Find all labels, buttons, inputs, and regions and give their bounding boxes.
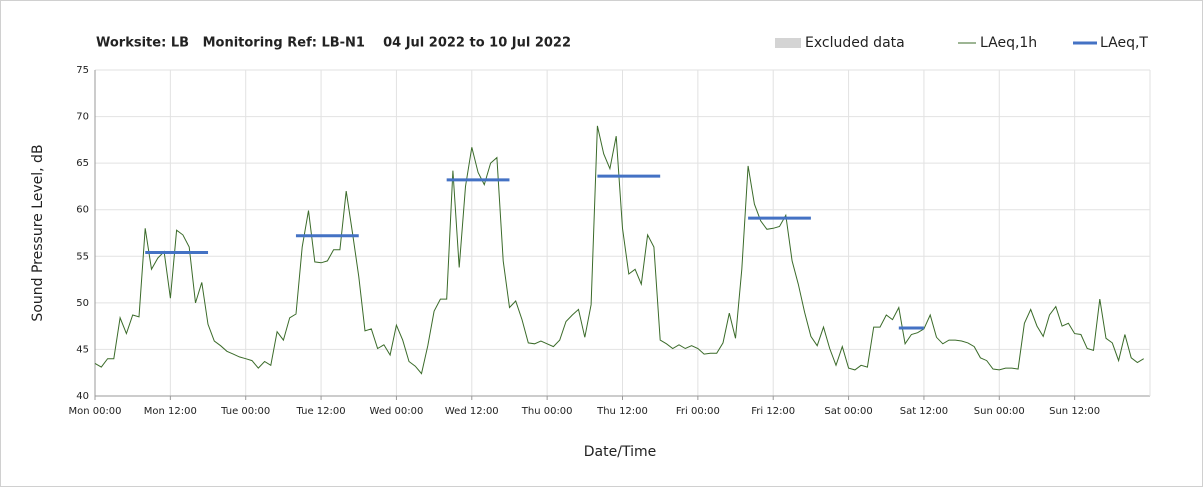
- x-tick-label: Tue 12:00: [296, 406, 346, 417]
- y-tick-label: 75: [76, 65, 89, 76]
- x-tick-label: Fri 00:00: [676, 406, 720, 417]
- y-axis-label: Sound Pressure Level, dB: [30, 144, 46, 321]
- y-tick-label: 40: [76, 391, 89, 402]
- x-tick-label: Thu 00:00: [521, 406, 573, 417]
- legend-label: LAeq,T: [1100, 35, 1148, 51]
- legend-label: Excluded data: [805, 35, 905, 51]
- x-tick-label: Sun 12:00: [1049, 406, 1100, 417]
- y-tick-label: 65: [76, 158, 89, 169]
- chart-title: Worksite: LB Monitoring Ref: LB-N1 04 Ju…: [96, 36, 571, 51]
- line-series: [94, 125, 1144, 375]
- y-tick-label: 50: [76, 298, 89, 309]
- x-tick-label: Mon 00:00: [68, 406, 121, 417]
- x-tick-label: Wed 00:00: [370, 406, 424, 417]
- legend-label: LAeq,1h: [980, 35, 1037, 51]
- legend-swatch: [775, 38, 801, 48]
- x-tick-label: Thu 12:00: [596, 406, 648, 417]
- y-tick-label: 55: [76, 251, 89, 262]
- y-tick-label: 60: [76, 205, 89, 216]
- x-tick-label: Sun 00:00: [974, 406, 1025, 417]
- y-tick-label: 45: [76, 344, 89, 355]
- x-tick-label: Fri 12:00: [751, 406, 795, 417]
- x-tick-label: Tue 00:00: [220, 406, 270, 417]
- x-tick-label: Sat 00:00: [824, 406, 872, 417]
- x-tick-label: Wed 12:00: [445, 406, 499, 417]
- x-tick-label: Mon 12:00: [144, 406, 197, 417]
- x-tick-label: Sat 12:00: [900, 406, 948, 417]
- x-axis-label: Date/Time: [584, 444, 656, 460]
- y-tick-label: 70: [76, 112, 89, 123]
